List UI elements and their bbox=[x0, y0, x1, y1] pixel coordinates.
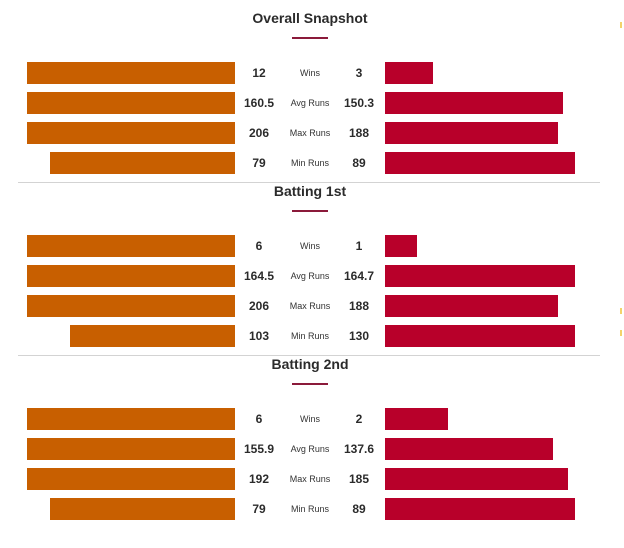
metric-label-wins: Wins bbox=[300, 68, 320, 78]
metric-label-avg-runs: Avg Runs bbox=[290, 444, 330, 454]
value-right-avg-runs: 137.6 bbox=[343, 442, 375, 456]
bar-right-min-runs bbox=[385, 498, 575, 520]
value-left-min-runs: 79 bbox=[252, 502, 266, 516]
bar-right-avg-runs bbox=[385, 438, 553, 460]
bar-right-min-runs bbox=[385, 325, 575, 347]
value-right-avg-runs: 150.3 bbox=[343, 96, 375, 110]
value-right-max-runs: 188 bbox=[348, 299, 370, 313]
title-underline bbox=[292, 383, 328, 385]
row-wins: 6 Wins 1 bbox=[0, 235, 624, 257]
row-max-runs: 206 Max Runs 188 bbox=[0, 122, 624, 144]
row-min-runs: 79 Min Runs 89 bbox=[0, 152, 624, 174]
metric-label-min-runs: Min Runs bbox=[290, 158, 329, 168]
bar-left-min-runs bbox=[50, 152, 235, 174]
metric-label-max-runs: Max Runs bbox=[289, 128, 331, 138]
bar-right-avg-runs bbox=[385, 265, 575, 287]
bar-left-wins bbox=[27, 62, 235, 84]
value-left-max-runs: 206 bbox=[248, 126, 270, 140]
value-left-avg-runs: 160.5 bbox=[243, 96, 275, 110]
value-left-max-runs: 192 bbox=[248, 472, 270, 486]
metric-label-wins: Wins bbox=[300, 414, 320, 424]
value-right-max-runs: 185 bbox=[348, 472, 370, 486]
value-right-avg-runs: 164.7 bbox=[343, 269, 375, 283]
metric-label-max-runs: Max Runs bbox=[289, 474, 331, 484]
bar-right-max-runs bbox=[385, 122, 558, 144]
value-right-wins: 2 bbox=[355, 412, 363, 426]
bar-left-wins bbox=[27, 235, 235, 257]
value-left-max-runs: 206 bbox=[248, 299, 270, 313]
metric-label-avg-runs: Avg Runs bbox=[290, 98, 330, 108]
bar-right-wins bbox=[385, 235, 417, 257]
row-wins: 6 Wins 2 bbox=[0, 408, 624, 430]
metric-label-avg-runs: Avg Runs bbox=[290, 271, 330, 281]
bar-right-max-runs bbox=[385, 295, 558, 317]
row-avg-runs: 155.9 Avg Runs 137.6 bbox=[0, 438, 624, 460]
row-max-runs: 206 Max Runs 188 bbox=[0, 295, 624, 317]
value-right-min-runs: 130 bbox=[348, 329, 370, 343]
bar-left-avg-runs bbox=[27, 438, 235, 460]
value-right-max-runs: 188 bbox=[348, 126, 370, 140]
bar-right-max-runs bbox=[385, 468, 568, 490]
value-left-avg-runs: 164.5 bbox=[243, 269, 275, 283]
row-wins: 12 Wins 3 bbox=[0, 62, 624, 84]
bar-right-wins bbox=[385, 408, 448, 430]
value-left-wins: 12 bbox=[252, 66, 266, 80]
row-min-runs: 103 Min Runs 130 bbox=[0, 325, 624, 347]
row-avg-runs: 164.5 Avg Runs 164.7 bbox=[0, 265, 624, 287]
row-avg-runs: 160.5 Avg Runs 150.3 bbox=[0, 92, 624, 114]
section-title: Overall Snapshot bbox=[252, 10, 368, 26]
edge-accent bbox=[620, 22, 622, 28]
bar-left-min-runs bbox=[50, 498, 235, 520]
row-max-runs: 192 Max Runs 185 bbox=[0, 468, 624, 490]
row-min-runs: 79 Min Runs 89 bbox=[0, 498, 624, 520]
bar-left-avg-runs bbox=[27, 265, 235, 287]
section-title: Batting 2nd bbox=[271, 356, 349, 372]
bar-left-min-runs bbox=[70, 325, 235, 347]
bar-right-wins bbox=[385, 62, 433, 84]
bar-left-max-runs bbox=[27, 468, 235, 490]
value-right-wins: 3 bbox=[355, 66, 363, 80]
value-right-min-runs: 89 bbox=[352, 502, 366, 516]
section-title: Batting 1st bbox=[273, 183, 347, 199]
metric-label-min-runs: Min Runs bbox=[290, 331, 329, 341]
bar-left-max-runs bbox=[27, 122, 235, 144]
value-left-min-runs: 103 bbox=[248, 329, 270, 343]
value-right-wins: 1 bbox=[355, 239, 363, 253]
metric-label-min-runs: Min Runs bbox=[290, 504, 329, 514]
metric-label-wins: Wins bbox=[300, 241, 320, 251]
section-divider bbox=[18, 182, 600, 183]
bar-right-min-runs bbox=[385, 152, 575, 174]
metric-label-max-runs: Max Runs bbox=[289, 301, 331, 311]
value-left-wins: 6 bbox=[255, 412, 263, 426]
value-right-min-runs: 89 bbox=[352, 156, 366, 170]
bar-left-avg-runs bbox=[27, 92, 235, 114]
bar-right-avg-runs bbox=[385, 92, 563, 114]
title-underline bbox=[292, 210, 328, 212]
bar-left-max-runs bbox=[27, 295, 235, 317]
title-underline bbox=[292, 37, 328, 39]
section-divider bbox=[18, 355, 600, 356]
edge-accent bbox=[620, 330, 622, 336]
value-left-min-runs: 79 bbox=[252, 156, 266, 170]
value-left-avg-runs: 155.9 bbox=[243, 442, 275, 456]
bar-left-wins bbox=[27, 408, 235, 430]
edge-accent bbox=[620, 308, 622, 314]
value-left-wins: 6 bbox=[255, 239, 263, 253]
